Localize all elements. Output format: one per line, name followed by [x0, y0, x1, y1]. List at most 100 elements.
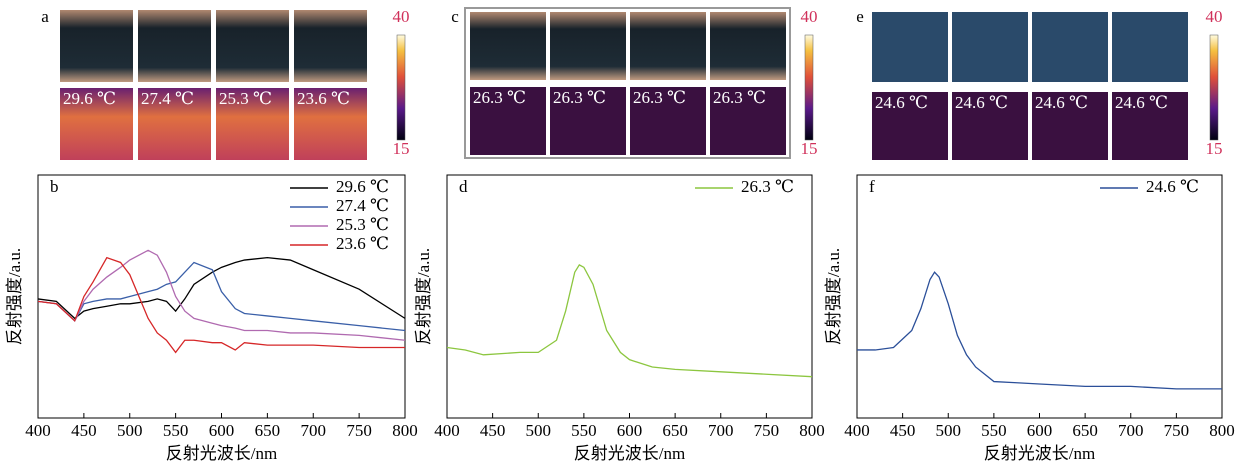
photo — [60, 10, 133, 82]
panel-letter: f — [869, 177, 875, 196]
thermal-image — [60, 88, 133, 160]
thermal-label: 29.6 ℃ — [63, 89, 116, 108]
line — [37, 256, 405, 354]
legend-label: 29.6 ℃ — [336, 177, 389, 196]
x-tick-label: 600 — [209, 421, 235, 440]
panel-letter: e — [856, 7, 864, 26]
thermal-image — [138, 88, 211, 160]
x-tick-label: 650 — [255, 421, 281, 440]
photo — [294, 10, 367, 82]
y-axis-label: 反射强度/a.u. — [414, 248, 433, 345]
colorbar — [804, 34, 814, 141]
panel-letter: a — [41, 7, 49, 26]
line — [857, 271, 1222, 390]
line — [446, 264, 813, 378]
photo — [710, 12, 786, 80]
x-tick-label: 800 — [392, 421, 418, 440]
axes-frame — [446, 174, 813, 419]
x-tick-label: 750 — [346, 421, 372, 440]
photo — [1112, 12, 1188, 82]
legend-label: 25.3 ℃ — [336, 215, 389, 234]
x-axis-label: 反射光波长/nm — [574, 444, 685, 463]
panel-letter: c — [451, 7, 459, 26]
thermal-image — [294, 88, 367, 160]
legend-label: 27.4 ℃ — [336, 196, 389, 215]
x-tick-label: 500 — [936, 421, 962, 440]
x-tick-label: 800 — [1209, 421, 1235, 440]
thermal-label: 24.6 ℃ — [1035, 93, 1088, 112]
axes-frame — [856, 174, 1223, 419]
panel-letter: d — [459, 177, 468, 196]
x-tick-label: 700 — [708, 421, 734, 440]
x-tick-label: 500 — [526, 421, 552, 440]
x-tick-label: 650 — [662, 421, 688, 440]
x-axis-label: 反射光波长/nm — [984, 444, 1095, 463]
thermal-image — [872, 92, 948, 160]
thermal-image — [952, 92, 1028, 160]
x-tick-label: 500 — [117, 421, 143, 440]
x-tick-label: 550 — [571, 421, 597, 440]
x-tick-label: 550 — [163, 421, 189, 440]
colorbar-label: 15 — [801, 139, 818, 158]
thermal-image — [710, 87, 786, 155]
x-tick-label: 650 — [1072, 421, 1098, 440]
x-tick-label: 800 — [799, 421, 825, 440]
x-tick-label: 400 — [844, 421, 870, 440]
x-tick-label: 450 — [890, 421, 916, 440]
colorbar-label: 40 — [1206, 7, 1223, 26]
colorbar-label: 15 — [1206, 139, 1223, 158]
photo — [1032, 12, 1108, 82]
thermal-image — [1112, 92, 1188, 160]
x-tick-label: 600 — [617, 421, 643, 440]
x-tick-label: 400 — [25, 421, 51, 440]
thermal-label: 25.3 ℃ — [219, 89, 272, 108]
line — [37, 256, 406, 320]
photo — [550, 12, 626, 80]
x-tick-label: 600 — [1027, 421, 1053, 440]
x-tick-label: 450 — [71, 421, 97, 440]
thermal-label: 27.4 ℃ — [141, 89, 194, 108]
photo — [216, 10, 289, 82]
photo-frame — [464, 7, 791, 159]
thermal-label: 26.3 ℃ — [713, 88, 766, 107]
x-axis-label: 反射光波长/nm — [166, 444, 277, 463]
legend-label: 24.6 ℃ — [1146, 177, 1199, 196]
thermal-label: 24.6 ℃ — [955, 93, 1008, 112]
colorbar-label: 40 — [393, 7, 410, 26]
y-axis-label: 反射强度/a.u. — [824, 248, 843, 345]
thermal-image — [630, 87, 706, 155]
line — [37, 249, 406, 341]
colorbar — [1209, 34, 1219, 141]
x-tick-label: 550 — [981, 421, 1007, 440]
legend-label: 26.3 ℃ — [741, 177, 794, 196]
x-tick-label: 700 — [1118, 421, 1144, 440]
photo — [138, 10, 211, 82]
x-tick-label: 450 — [480, 421, 506, 440]
y-axis-label: 反射强度/a.u. — [5, 248, 24, 345]
x-tick-label: 700 — [301, 421, 327, 440]
x-tick-label: 750 — [754, 421, 780, 440]
thermal-label: 26.3 ℃ — [473, 88, 526, 107]
legend-label: 23.6 ℃ — [336, 234, 389, 253]
colorbar-label: 40 — [801, 7, 818, 26]
panel-letter: b — [50, 177, 59, 196]
thermal-image — [470, 87, 546, 155]
photo — [630, 12, 706, 80]
photo — [952, 12, 1028, 82]
thermal-image — [216, 88, 289, 160]
colorbar — [396, 34, 406, 141]
thermal-label: 24.6 ℃ — [875, 93, 928, 112]
x-tick-label: 750 — [1164, 421, 1190, 440]
line — [37, 261, 406, 332]
x-tick-label: 400 — [434, 421, 460, 440]
photo — [470, 12, 546, 80]
thermal-image — [550, 87, 626, 155]
thermal-label: 26.3 ℃ — [633, 88, 686, 107]
thermal-label: 23.6 ℃ — [297, 89, 350, 108]
colorbar-label: 15 — [393, 139, 410, 158]
thermal-image — [1032, 92, 1108, 160]
thermal-label: 24.6 ℃ — [1115, 93, 1168, 112]
photo — [872, 12, 948, 82]
thermal-label: 26.3 ℃ — [553, 88, 606, 107]
